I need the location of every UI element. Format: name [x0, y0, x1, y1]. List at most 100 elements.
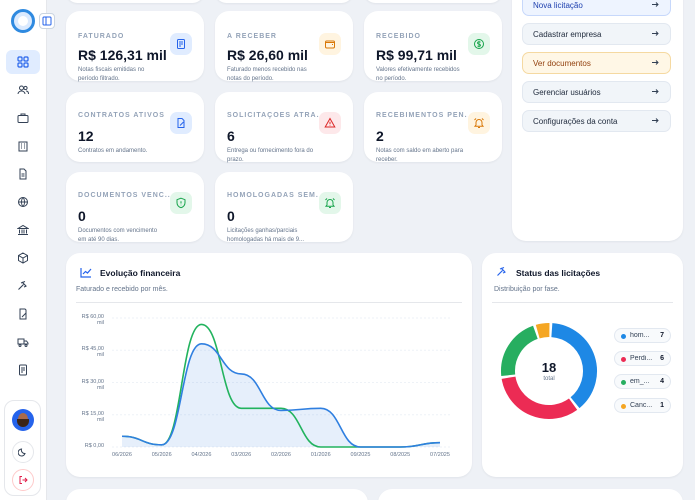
donut-slice — [501, 376, 578, 419]
quick-action-label: Configurações da conta — [533, 116, 618, 126]
nav-documentos[interactable] — [6, 162, 40, 186]
legend-name: Perdi... — [630, 355, 653, 362]
divider — [76, 302, 462, 303]
kpi-card: A RECEBER R$ 26,60 mil Faturado menos rece… — [215, 11, 353, 82]
legend-count: 6 — [660, 355, 664, 362]
arrow-right-icon — [651, 58, 660, 69]
nav-juridico[interactable] — [6, 274, 40, 298]
collapse-sidebar-button[interactable] — [39, 13, 55, 29]
kpi-value: R$ 26,60 mil — [227, 47, 308, 63]
legend-dot — [621, 404, 626, 409]
gavel-icon — [497, 266, 506, 276]
quick-action-button[interactable]: Ver documentos — [522, 52, 671, 74]
x-tick-label: 06/2026 — [112, 452, 132, 458]
nav-portais[interactable] — [6, 190, 40, 214]
bank-icon — [17, 224, 29, 235]
users-icon — [17, 85, 29, 95]
kpi-description: Licitações ganhas/parciais homologadas h… — [227, 228, 305, 243]
quick-action-button[interactable]: Nova licitação — [522, 0, 671, 16]
legend-dot — [621, 380, 626, 385]
donut-slice — [501, 325, 539, 377]
kpi-description: Notas fiscais emitidas no período filtra… — [78, 67, 145, 82]
nav-orgaos[interactable] — [6, 218, 40, 242]
card-partial — [66, 489, 368, 500]
legend-name: Canc... — [630, 402, 653, 409]
gavel-icon — [18, 280, 27, 290]
kpi-card: HOMOLOGADAS SEM... 0 Licitações ganhas/par… — [215, 172, 353, 243]
x-tick-label: 05/2026 — [151, 452, 172, 458]
nav-licitacoes[interactable] — [6, 106, 40, 130]
arrow-right-icon — [651, 0, 660, 11]
donut-slice — [551, 323, 597, 409]
edit-document-icon — [170, 112, 192, 134]
x-tick-label: 03/2026 — [231, 452, 252, 458]
finance-chart-card: Evolução financeira Faturado e recebido … — [66, 253, 472, 477]
kpi-label: RECEBIMENTOS PEN... — [376, 112, 468, 119]
kpi-value: R$ 99,71 mil — [376, 47, 457, 63]
quick-action-label: Ver documentos — [533, 58, 591, 68]
warning-icon — [319, 112, 341, 134]
x-tick-label: 09/2025 — [350, 452, 371, 458]
legend-item: Perdi... 6 — [614, 351, 671, 366]
kpi-value: 12 — [78, 128, 94, 144]
kpi-description: Entrega ou fornecimento fora do prazo. — [227, 148, 314, 163]
briefcase-icon — [17, 113, 29, 123]
card-partial — [378, 489, 683, 500]
kpi-description: Notas com saldo em aberto para receber. — [376, 148, 464, 163]
nav-users[interactable] — [6, 78, 40, 102]
card-partial — [364, 0, 502, 3]
dashboard-icon — [17, 56, 29, 68]
quick-action-button[interactable]: Cadastrar empresa — [522, 23, 671, 45]
divider — [492, 302, 673, 303]
kpi-label: DOCUMENTOS VENC... — [78, 192, 170, 199]
kpi-card: DOCUMENTOS VENC... 0 Documentos com vencim… — [66, 172, 204, 243]
kpi-description: Documentos com vencimento em até 90 dias… — [78, 228, 158, 243]
nav-produtos[interactable] — [6, 246, 40, 270]
kpi-value: 0 — [227, 208, 235, 224]
logout-button[interactable] — [12, 469, 34, 491]
legend-item: hom... 7 — [614, 328, 671, 343]
nav-notas[interactable] — [6, 358, 40, 382]
nav-contratos[interactable] — [6, 302, 40, 326]
theme-toggle-button[interactable] — [12, 441, 34, 463]
document-icon — [19, 168, 27, 180]
status-title: Status das licitações — [516, 268, 601, 278]
status-subtitle: Distribuição por fase. — [494, 286, 560, 293]
legend-count: 4 — [660, 378, 664, 385]
kpi-value: 0 — [78, 208, 86, 224]
legend-item: Canc... 1 — [614, 398, 671, 413]
x-tick-label: 07/2025 — [430, 452, 450, 458]
arrow-right-icon — [651, 116, 660, 127]
box-icon — [18, 252, 28, 264]
avatar[interactable] — [12, 409, 34, 431]
series-area — [122, 343, 440, 447]
arrow-right-icon — [651, 29, 660, 40]
truck-icon — [17, 338, 29, 347]
chart-title: Evolução financeira — [100, 268, 181, 278]
kpi-label: RECEBIDO — [376, 33, 421, 40]
invoice-icon — [19, 364, 27, 376]
kpi-label: FATURADO — [78, 33, 125, 40]
legend-name: em_... — [630, 378, 650, 385]
donut-slice — [535, 323, 550, 339]
y-tick-label: R$ 60,00 mil — [81, 314, 104, 326]
card-partial — [66, 0, 204, 3]
kpi-card: CONTRATOS ATIVOS 12 Contratos em andamento… — [66, 92, 204, 162]
kpi-label: A RECEBER — [227, 33, 277, 40]
kpi-description: Faturado menos recebido nas notas do per… — [227, 67, 307, 82]
x-tick-label: 01/2026 — [310, 452, 331, 458]
chart-subtitle: Faturado e recebido por mês. — [76, 286, 168, 293]
kpi-value: 2 — [376, 128, 384, 144]
sidebar-toggle-icon — [42, 16, 52, 26]
nav-entregas[interactable] — [6, 330, 40, 354]
quick-action-button[interactable]: Gerenciar usuários — [522, 81, 671, 103]
quick-action-button[interactable]: Configurações da conta — [522, 110, 671, 132]
kpi-card: FATURADO R$ 126,31 mil Notas fiscais emiti… — [66, 11, 204, 82]
kpi-card: RECEBIDO R$ 99,71 mil Valores efetivamente… — [364, 11, 502, 82]
legend-name: hom... — [630, 332, 650, 339]
nav-empresas[interactable] — [6, 134, 40, 158]
legend-item: em_... 4 — [614, 374, 671, 389]
nav-dashboard[interactable] — [6, 50, 40, 74]
y-tick-label: R$ 30,00 mil — [81, 378, 104, 391]
